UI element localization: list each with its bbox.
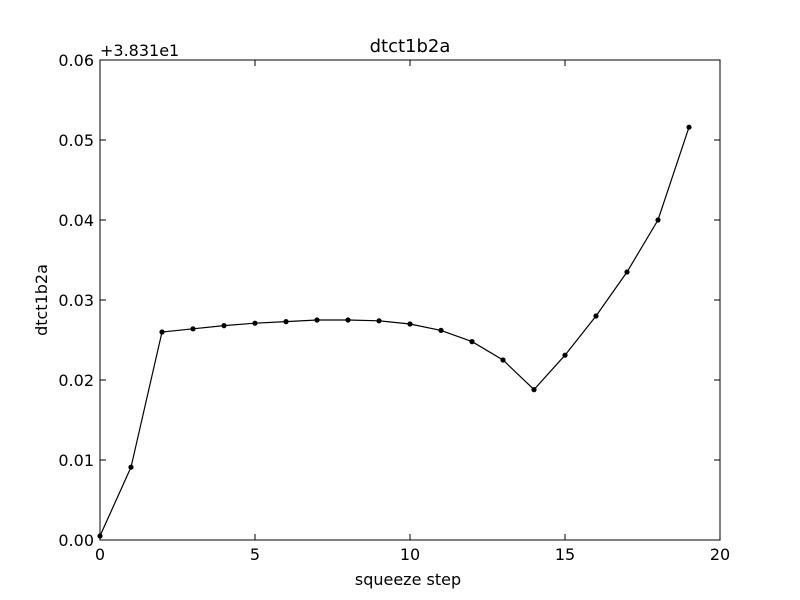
- data-point: [190, 326, 196, 332]
- x-tick-label: 10: [400, 545, 420, 564]
- data-point: [469, 339, 475, 345]
- data-point: [128, 464, 134, 470]
- data-point: [252, 320, 258, 326]
- data-point: [655, 217, 661, 223]
- data-point: [407, 321, 413, 327]
- series-layer: [97, 124, 692, 539]
- plot-area: [100, 60, 720, 540]
- y-offset-label: +3.831e1: [100, 41, 179, 60]
- x-tick-label: 5: [250, 545, 260, 564]
- data-point: [159, 329, 165, 335]
- y-tick-label: 0.06: [58, 51, 94, 70]
- data-point: [438, 327, 444, 333]
- chart-title: dtct1b2a: [370, 36, 451, 57]
- data-point: [314, 317, 320, 323]
- data-point: [345, 317, 351, 323]
- x-tick-label: 20: [710, 545, 730, 564]
- data-point: [376, 318, 382, 324]
- data-point: [624, 269, 630, 275]
- y-tick-label: 0.00: [58, 531, 94, 550]
- data-point: [562, 352, 568, 358]
- data-point: [283, 319, 289, 325]
- y-axis-label: dtct1b2a: [32, 264, 51, 336]
- data-point: [500, 357, 506, 363]
- y-tick-label: 0.04: [58, 211, 94, 230]
- y-tick-label: 0.05: [58, 131, 94, 150]
- series-line: [99, 127, 690, 537]
- data-point: [221, 323, 227, 329]
- x-axis-label: squeeze step: [355, 570, 461, 589]
- data-point: [593, 313, 599, 319]
- data-point: [686, 124, 692, 130]
- data-point: [531, 387, 537, 393]
- y-tick-label: 0.01: [58, 451, 94, 470]
- y-tick-label: 0.02: [58, 371, 94, 390]
- tick-labels: 0 5 10 15 20 0.00 0.01 0.02 0.03 0.04 0.05 0.06: [58, 51, 730, 564]
- y-tick-label: 0.03: [58, 291, 94, 310]
- plot-frame: [99, 59, 721, 541]
- x-tick-label: 15: [555, 545, 575, 564]
- x-tick-label: 0: [95, 545, 105, 564]
